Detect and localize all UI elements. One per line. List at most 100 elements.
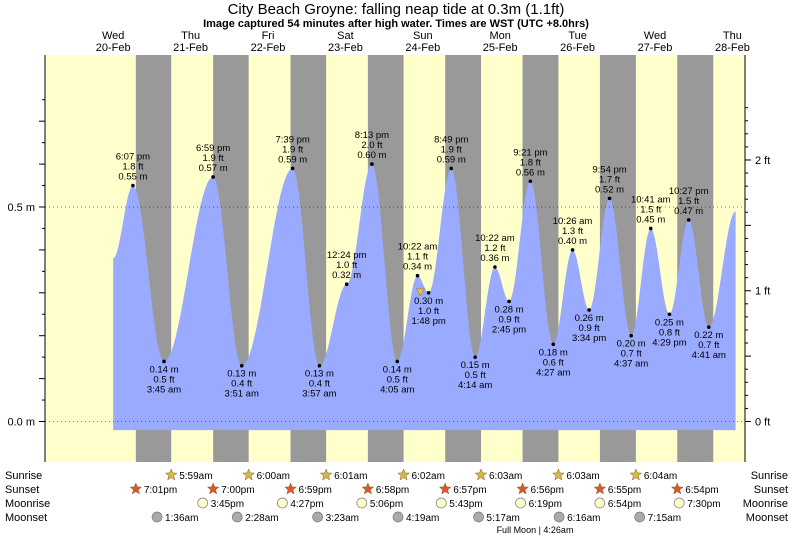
tide-area-path bbox=[113, 164, 736, 431]
extreme-point-10 bbox=[426, 291, 431, 295]
extreme-label: 0.34 m bbox=[403, 262, 432, 273]
sunrise-icon bbox=[319, 468, 333, 481]
extreme-label: 3:57 am bbox=[302, 389, 336, 400]
day-date: 27-Feb bbox=[638, 42, 673, 54]
day-name: Fri bbox=[262, 30, 275, 42]
extreme-label: 0.8 ft bbox=[659, 327, 680, 338]
sunrise-icon bbox=[552, 468, 565, 481]
extreme-label: 0.60 m bbox=[357, 150, 386, 161]
sunrise-icon bbox=[397, 468, 410, 481]
sunrise-time: 6:01am bbox=[334, 471, 367, 482]
extreme-label: 0.5 ft bbox=[153, 374, 174, 385]
extreme-label: 0.18 m bbox=[539, 347, 568, 358]
row-label-sunset: Sunset bbox=[5, 484, 39, 496]
moonset-time: 6:16am bbox=[567, 513, 600, 524]
day-date: 20-Feb bbox=[96, 42, 131, 54]
extreme-label: 1.5 ft bbox=[640, 204, 661, 215]
tick-label-ft: 1 ft bbox=[755, 286, 770, 298]
grid-lines bbox=[45, 206, 745, 422]
extreme-label: 1.2 ft bbox=[484, 243, 505, 254]
sunset-time: 7:01pm bbox=[144, 485, 177, 496]
sunrise-icon bbox=[242, 468, 256, 481]
extreme-label: 0.52 m bbox=[595, 184, 624, 195]
moonset-time: 5:17am bbox=[487, 513, 520, 524]
extreme-label: 0.32 m bbox=[332, 270, 361, 281]
sunset-time: 6:57pm bbox=[453, 485, 486, 496]
sunrise-icon bbox=[629, 468, 643, 481]
sunset-time: 7:00pm bbox=[221, 485, 254, 496]
sunset-icon bbox=[129, 482, 143, 495]
extreme-point-20 bbox=[629, 333, 633, 338]
extreme-point-5 bbox=[317, 363, 322, 368]
day-date: 21-Feb bbox=[173, 42, 208, 54]
extreme-point-2 bbox=[211, 175, 215, 179]
day-name: Tue bbox=[568, 30, 587, 42]
extreme-label: 6:07 pm bbox=[116, 152, 150, 163]
day-name: Sat bbox=[337, 30, 354, 42]
sunrise-time: 5:59am bbox=[179, 471, 212, 482]
sunset-icon bbox=[284, 482, 297, 495]
sunrise-icon bbox=[474, 468, 488, 481]
extreme-label: 0.26 m bbox=[575, 313, 604, 324]
extreme-label: 7:39 pm bbox=[276, 134, 310, 145]
day-name: Mon bbox=[489, 30, 510, 42]
extreme-label: 0.30 m bbox=[414, 296, 443, 307]
extreme-label: 1:48 pm bbox=[411, 316, 445, 327]
row-label-sunrise: Sunrise bbox=[5, 470, 42, 482]
moonrise-time: 4:27pm bbox=[290, 499, 323, 510]
extreme-point-11 bbox=[449, 166, 454, 171]
extreme-label: 3:51 am bbox=[225, 389, 259, 400]
extreme-point-12 bbox=[473, 355, 477, 359]
extreme-point-3 bbox=[239, 363, 244, 368]
tide-area bbox=[113, 164, 736, 431]
day-date: 28-Feb bbox=[715, 42, 750, 54]
sunset-time: 6:54pm bbox=[685, 485, 718, 496]
moonrise-icon bbox=[515, 497, 526, 509]
chart-subtitle: Image captured 54 minutes after high wat… bbox=[203, 18, 589, 30]
moonset-icon bbox=[473, 511, 484, 523]
extreme-label: 0.59 m bbox=[437, 154, 466, 165]
row-label-moonset-right: Moonset bbox=[746, 512, 788, 524]
extreme-label: 0.36 m bbox=[480, 253, 509, 264]
extreme-point-16 bbox=[551, 342, 556, 347]
day-date: 23-Feb bbox=[328, 42, 363, 54]
extreme-label: 2:45 pm bbox=[492, 324, 526, 335]
extreme-point-24 bbox=[707, 325, 711, 329]
sunset-time: 6:59pm bbox=[299, 485, 332, 496]
day-date: 22-Feb bbox=[251, 42, 286, 54]
extreme-label: 4:29 pm bbox=[652, 337, 686, 348]
extreme-label: 0.5 ft bbox=[387, 374, 408, 385]
day-header: Wed20-FebThu21-FebFri22-FebSat23-FebSun2… bbox=[96, 30, 750, 54]
extreme-label: 1.9 ft bbox=[441, 144, 462, 155]
sunrise-time: 6:03am bbox=[566, 471, 599, 482]
moonset-icon bbox=[231, 511, 243, 523]
sunset-time: 6:58pm bbox=[376, 485, 409, 496]
extreme-label: 0.45 m bbox=[636, 214, 665, 225]
extreme-label: 1.5 ft bbox=[678, 196, 699, 207]
extreme-label: 0.5 ft bbox=[465, 370, 486, 381]
extreme-label: 1.8 ft bbox=[122, 162, 143, 173]
extreme-label: 0.59 m bbox=[278, 154, 307, 165]
day-date: 26-Feb bbox=[560, 42, 595, 54]
moonset-icon bbox=[634, 511, 646, 523]
extreme-label: 1.8 ft bbox=[520, 157, 541, 168]
extreme-label: 0.14 m bbox=[383, 364, 412, 375]
moonset-time: 7:15am bbox=[648, 513, 681, 524]
extreme-label: 10:27 pm bbox=[669, 186, 709, 197]
extreme-point-18 bbox=[587, 308, 591, 312]
day-name: Thu bbox=[181, 30, 200, 42]
moonset-time: 3:23am bbox=[326, 513, 359, 524]
moonrise-icon bbox=[356, 497, 368, 509]
chart-title: City Beach Groyne: falling neap tide at … bbox=[228, 1, 565, 18]
sunset-icon bbox=[438, 482, 452, 495]
extreme-label: 8:13 pm bbox=[355, 130, 389, 141]
extreme-label: 3:34 pm bbox=[572, 333, 606, 344]
moonrise-time: 3:45pm bbox=[211, 499, 244, 510]
extreme-label: 0.4 ft bbox=[309, 379, 330, 390]
sunset-icon bbox=[593, 482, 607, 495]
moonrise-icon bbox=[277, 497, 288, 509]
extreme-point-13 bbox=[493, 265, 497, 269]
extreme-label: 0.7 ft bbox=[698, 340, 719, 351]
